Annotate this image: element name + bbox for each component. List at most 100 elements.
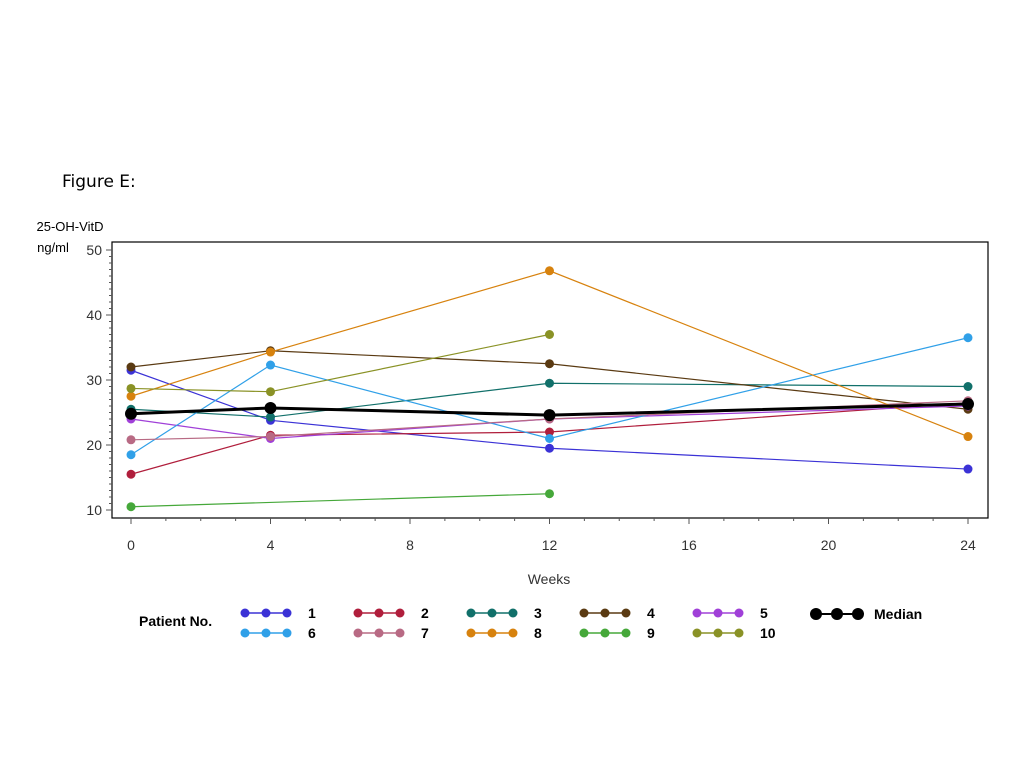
legend-label: 2 (421, 605, 429, 621)
data-point (266, 412, 275, 422)
legend-item-9: 9 (579, 625, 655, 641)
legend-swatch-marker (621, 628, 631, 638)
data-point (545, 330, 554, 339)
x-tick-label: 20 (821, 537, 837, 553)
data-point (126, 469, 136, 479)
y-tick-label: 20 (86, 437, 102, 453)
legend-swatch-marker (374, 628, 384, 638)
legend-label: 1 (308, 605, 316, 621)
legend-item-median: Median (810, 606, 922, 622)
y-axis-label: 25-OH-VitD (37, 219, 104, 234)
legend-swatch-marker (353, 608, 363, 618)
legend-swatch-marker (487, 608, 497, 618)
y-axis-unit: ng/ml (37, 240, 69, 255)
legend-swatch-marker (282, 608, 292, 618)
legend-item-8: 8 (466, 625, 542, 641)
legend: 1 2 3 4 5 6 7 8 9 10 Median (240, 605, 922, 641)
legend-label: 4 (647, 605, 655, 621)
data-point (126, 362, 136, 372)
data-point (266, 432, 275, 442)
data-point (963, 382, 973, 391)
legend-label: 9 (647, 625, 655, 641)
legend-swatch-marker (466, 628, 476, 638)
legend-swatch-marker (240, 628, 250, 638)
series-line (130, 369, 969, 470)
data-point (545, 427, 554, 437)
legend-swatch-marker (621, 608, 631, 618)
legend-item-2: 2 (353, 605, 429, 621)
data-point (962, 398, 974, 411)
series-median (125, 398, 974, 422)
legend-swatch-marker (852, 608, 864, 620)
data-point (545, 266, 554, 276)
legend-item-7: 7 (353, 625, 429, 641)
data-point (126, 435, 136, 445)
series-line (130, 405, 969, 440)
data-point (264, 401, 277, 414)
data-point (266, 360, 275, 370)
legend-item-5: 5 (692, 605, 768, 621)
x-axis-label: Weeks (528, 571, 571, 587)
legend-item-10: 10 (692, 625, 776, 641)
legend-swatch-marker (734, 608, 744, 618)
legend-label: 8 (534, 625, 542, 641)
legend-swatch-marker (810, 608, 822, 620)
data-point (125, 407, 137, 420)
series-line (130, 402, 969, 417)
series-8 (126, 266, 973, 442)
figure-title: Figure E: (62, 172, 136, 192)
data-point (126, 391, 136, 401)
x-tick-label: 8 (406, 537, 414, 553)
series-line (130, 270, 969, 438)
y-tick-label: 10 (86, 502, 102, 518)
legend-swatch-marker (374, 608, 384, 618)
data-point (266, 387, 275, 397)
legend-swatch-marker (261, 628, 271, 638)
data-point (543, 409, 556, 422)
legend-swatch-marker (240, 608, 250, 618)
y-tick-label: 50 (86, 242, 102, 258)
data-point (545, 434, 554, 443)
data-point (126, 450, 136, 460)
legend-swatch-marker (487, 628, 497, 638)
legend-swatch-marker (261, 608, 271, 618)
legend-swatch-marker (734, 628, 744, 638)
legend-label: Median (874, 606, 922, 622)
legend-swatch-marker (508, 608, 518, 618)
data-point (126, 383, 136, 393)
legend-item-1: 1 (240, 605, 316, 621)
legend-swatch-marker (395, 608, 405, 618)
data-point (266, 347, 275, 357)
legend-swatch-marker (395, 628, 405, 638)
legend-item-3: 3 (466, 605, 542, 621)
legend-swatch-marker (692, 608, 702, 618)
data-point (963, 333, 973, 343)
legend-swatch-marker (508, 628, 518, 638)
legend-swatch-marker (579, 628, 589, 638)
x-tick-label: 12 (542, 537, 558, 553)
x-tick-label: 16 (681, 537, 697, 553)
series-line (130, 493, 550, 508)
x-tick-label: 24 (960, 537, 976, 553)
legend-label: 10 (760, 625, 776, 641)
y-tick-label: 30 (86, 372, 102, 388)
data-point (545, 443, 554, 453)
legend-swatch-marker (282, 628, 292, 638)
legend-swatch-marker (579, 608, 589, 618)
legend-swatch-marker (466, 608, 476, 618)
x-tick-label: 4 (267, 537, 275, 553)
legend-label: 6 (308, 625, 316, 641)
data-point (963, 432, 973, 442)
legend-label: 5 (760, 605, 768, 621)
legend-label: 7 (421, 625, 429, 641)
x-tick-label: 0 (127, 537, 135, 553)
data-point (545, 359, 554, 369)
legend-item-6: 6 (240, 625, 316, 641)
legend-swatch-marker (600, 628, 610, 638)
data-point (126, 502, 136, 512)
data-point (545, 378, 554, 388)
data-point (545, 489, 554, 499)
y-tick-label: 40 (86, 307, 102, 323)
series-10 (126, 330, 554, 397)
